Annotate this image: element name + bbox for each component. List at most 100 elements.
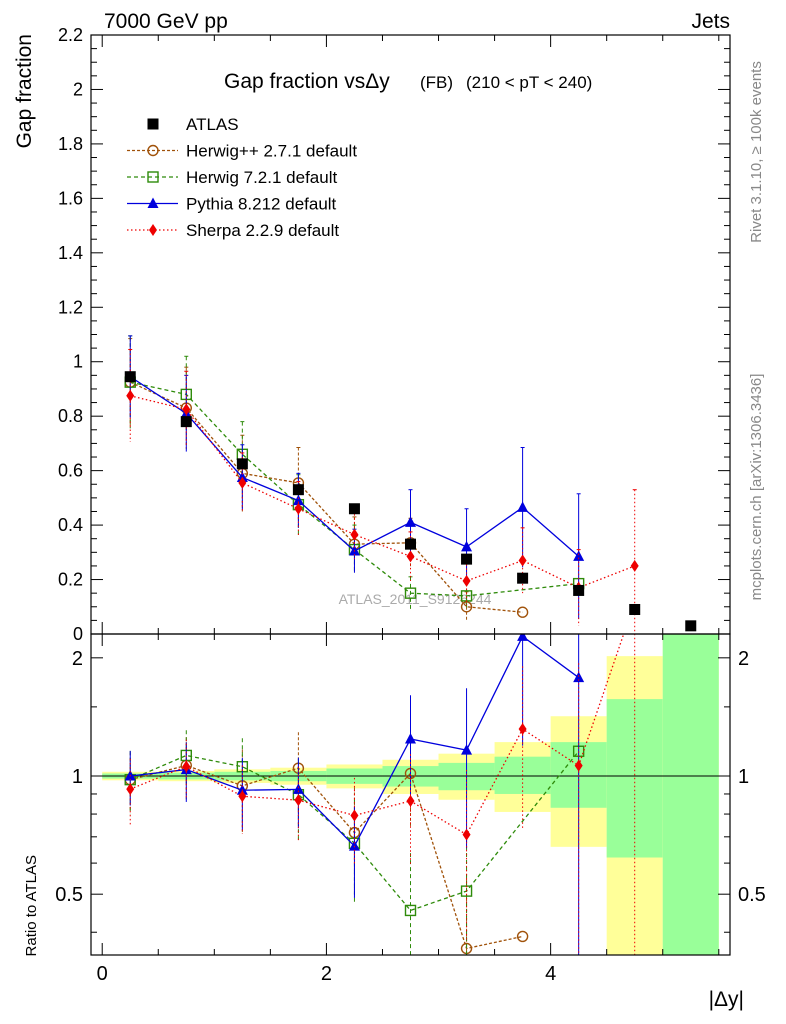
point-atlas xyxy=(180,416,192,428)
ratio-point-herwig-1 xyxy=(404,904,417,917)
point-atlas xyxy=(461,553,473,565)
ratio-point-sherpa-3 xyxy=(182,760,191,773)
ytick-label-bottom: 1 xyxy=(72,766,83,788)
line-sherpa-3 xyxy=(130,395,635,589)
ytick-label-bottom: 0.5 xyxy=(55,884,83,906)
xtick-label: 0 xyxy=(97,963,108,985)
legend-label-1: Herwig++ 2.7.1 default xyxy=(186,142,357,161)
point-atlas xyxy=(236,458,248,470)
point-atlas xyxy=(517,572,529,584)
y-axis-title-bottom: Ratio to ATLAS xyxy=(23,855,40,956)
point-herwig-1 xyxy=(404,587,417,599)
ytick-label-top: 2.2 xyxy=(58,25,83,45)
ratio-point-sherpa-3 xyxy=(462,828,471,841)
ratio-point-pythia-2 xyxy=(348,840,360,851)
ratio-point-pythia-2 xyxy=(517,634,529,641)
ytick-label-top: 0.8 xyxy=(58,406,83,426)
ratio-point-sherpa-3 xyxy=(406,795,415,808)
point-pythia-2 xyxy=(517,501,529,512)
point-atlas xyxy=(348,503,360,515)
legend-entry-3: Pythia 8.212 default xyxy=(127,195,337,214)
xtick-label: 2 xyxy=(321,963,332,985)
ratio-point-pythia-2 xyxy=(461,744,473,755)
series-pythia-2 xyxy=(124,335,585,620)
jets-label: Jets xyxy=(691,10,730,33)
ytick-label-top: 1.4 xyxy=(58,243,83,263)
ytick-label-bottom-right: 0.5 xyxy=(738,884,766,906)
point-sherpa-3 xyxy=(126,389,135,402)
ratio-point-sherpa-3 xyxy=(350,809,359,822)
line-herwig-1 xyxy=(130,381,579,597)
legend-marker-1 xyxy=(147,144,159,157)
ratio-series-sherpa-3 xyxy=(126,634,636,955)
ratio-point-pythia-2 xyxy=(573,671,585,683)
point-atlas xyxy=(292,484,304,496)
ratio-point-sherpa-3 xyxy=(238,790,247,803)
point-sherpa-3 xyxy=(238,476,247,489)
ratio-point-sherpa-3 xyxy=(126,783,135,796)
point-atlas xyxy=(573,584,585,596)
series-atlas xyxy=(124,371,697,632)
ratio-point-pythia-2 xyxy=(405,732,416,744)
ratio-point-sherpa-3 xyxy=(574,759,583,772)
legend-entry-4: Sherpa 2.2.9 default xyxy=(127,221,339,240)
ratio-point-sherpa-3 xyxy=(518,723,527,736)
legend-marker-0 xyxy=(147,118,159,130)
legend-label-2: Herwig 7.2.1 default xyxy=(186,168,337,187)
rivet-label: Rivet 3.1.10, ≥ 100k events xyxy=(748,61,765,243)
chart-title-fb: (FB) xyxy=(420,73,453,92)
ratio-line-sherpa-3 xyxy=(129,634,625,836)
point-pythia-2 xyxy=(236,471,248,482)
chart-title: Gap fraction vsΔy (FB) (210 < pT < 240) xyxy=(224,70,592,93)
point-atlas xyxy=(629,603,641,615)
point-pythia-2 xyxy=(573,550,585,561)
ytick-label-top: 0 xyxy=(73,624,83,644)
legend-label-0: ATLAS xyxy=(186,115,239,134)
point-atlas xyxy=(685,620,697,632)
y-axis-title-top: Gap fraction xyxy=(13,34,36,148)
ratio-point-herwig-0 xyxy=(516,930,529,943)
point-pythia-2 xyxy=(292,494,304,506)
beam-label: 7000 GeV pp xyxy=(104,10,228,33)
legend-label-3: Pythia 8.212 default xyxy=(186,195,337,214)
point-sherpa-3 xyxy=(350,528,359,541)
ytick-label-top: 1.6 xyxy=(58,188,83,208)
ratio-line-herwig-1 xyxy=(129,750,580,912)
point-pythia-2 xyxy=(405,516,416,527)
ytick-label-top: 1 xyxy=(73,352,83,372)
bottom-frame xyxy=(90,633,731,956)
point-sherpa-3 xyxy=(518,554,527,567)
ytick-label-bottom: 2 xyxy=(72,648,83,670)
chart-title-range: (210 < pT < 240) xyxy=(466,73,592,92)
ratio-line-herwig-0 xyxy=(130,764,523,950)
ytick-label-top: 2 xyxy=(73,79,83,99)
legend-entry-0: ATLAS xyxy=(147,115,239,134)
point-sherpa-3 xyxy=(294,502,303,515)
plot-content xyxy=(91,335,730,955)
point-sherpa-3 xyxy=(182,403,191,416)
point-atlas xyxy=(405,538,416,550)
point-sherpa-3 xyxy=(630,559,639,572)
point-herwig-0 xyxy=(516,606,529,618)
ytick-label-bottom-right: 2 xyxy=(738,648,749,670)
ratio-panel xyxy=(91,634,730,955)
line-herwig-0 xyxy=(129,381,523,613)
ytick-label-top: 1.8 xyxy=(58,134,83,154)
point-sherpa-3 xyxy=(462,574,471,587)
legend-marker-3 xyxy=(147,197,159,208)
ytick-label-top: 0.2 xyxy=(58,570,83,590)
legend-marker-4 xyxy=(149,224,157,236)
point-pythia-2 xyxy=(461,540,473,552)
point-sherpa-3 xyxy=(406,550,415,563)
ytick-label-top: 0.6 xyxy=(58,461,83,481)
axes: 0 0.2 0.4 0.6 0.8 1 1.2 1.4 1.6 1.8 2 2.2 0.5 0.5 1 1 2 2… xyxy=(55,25,766,985)
legend-entry-2: Herwig 7.2.1 default xyxy=(127,168,337,187)
legend: ATLAS Herwig++ 2.7.1 default Herwig 7.2.1 … xyxy=(127,115,357,240)
mcplots-label: mcplots.cern.ch [arXiv:1306.3436] xyxy=(748,374,765,601)
legend-label-4: Sherpa 2.2.9 default xyxy=(186,221,339,240)
top-panel xyxy=(124,335,697,634)
legend-marker-2 xyxy=(147,171,159,183)
ytick-label-bottom-right: 1 xyxy=(738,766,749,788)
ratio-point-pythia-2 xyxy=(292,783,304,794)
